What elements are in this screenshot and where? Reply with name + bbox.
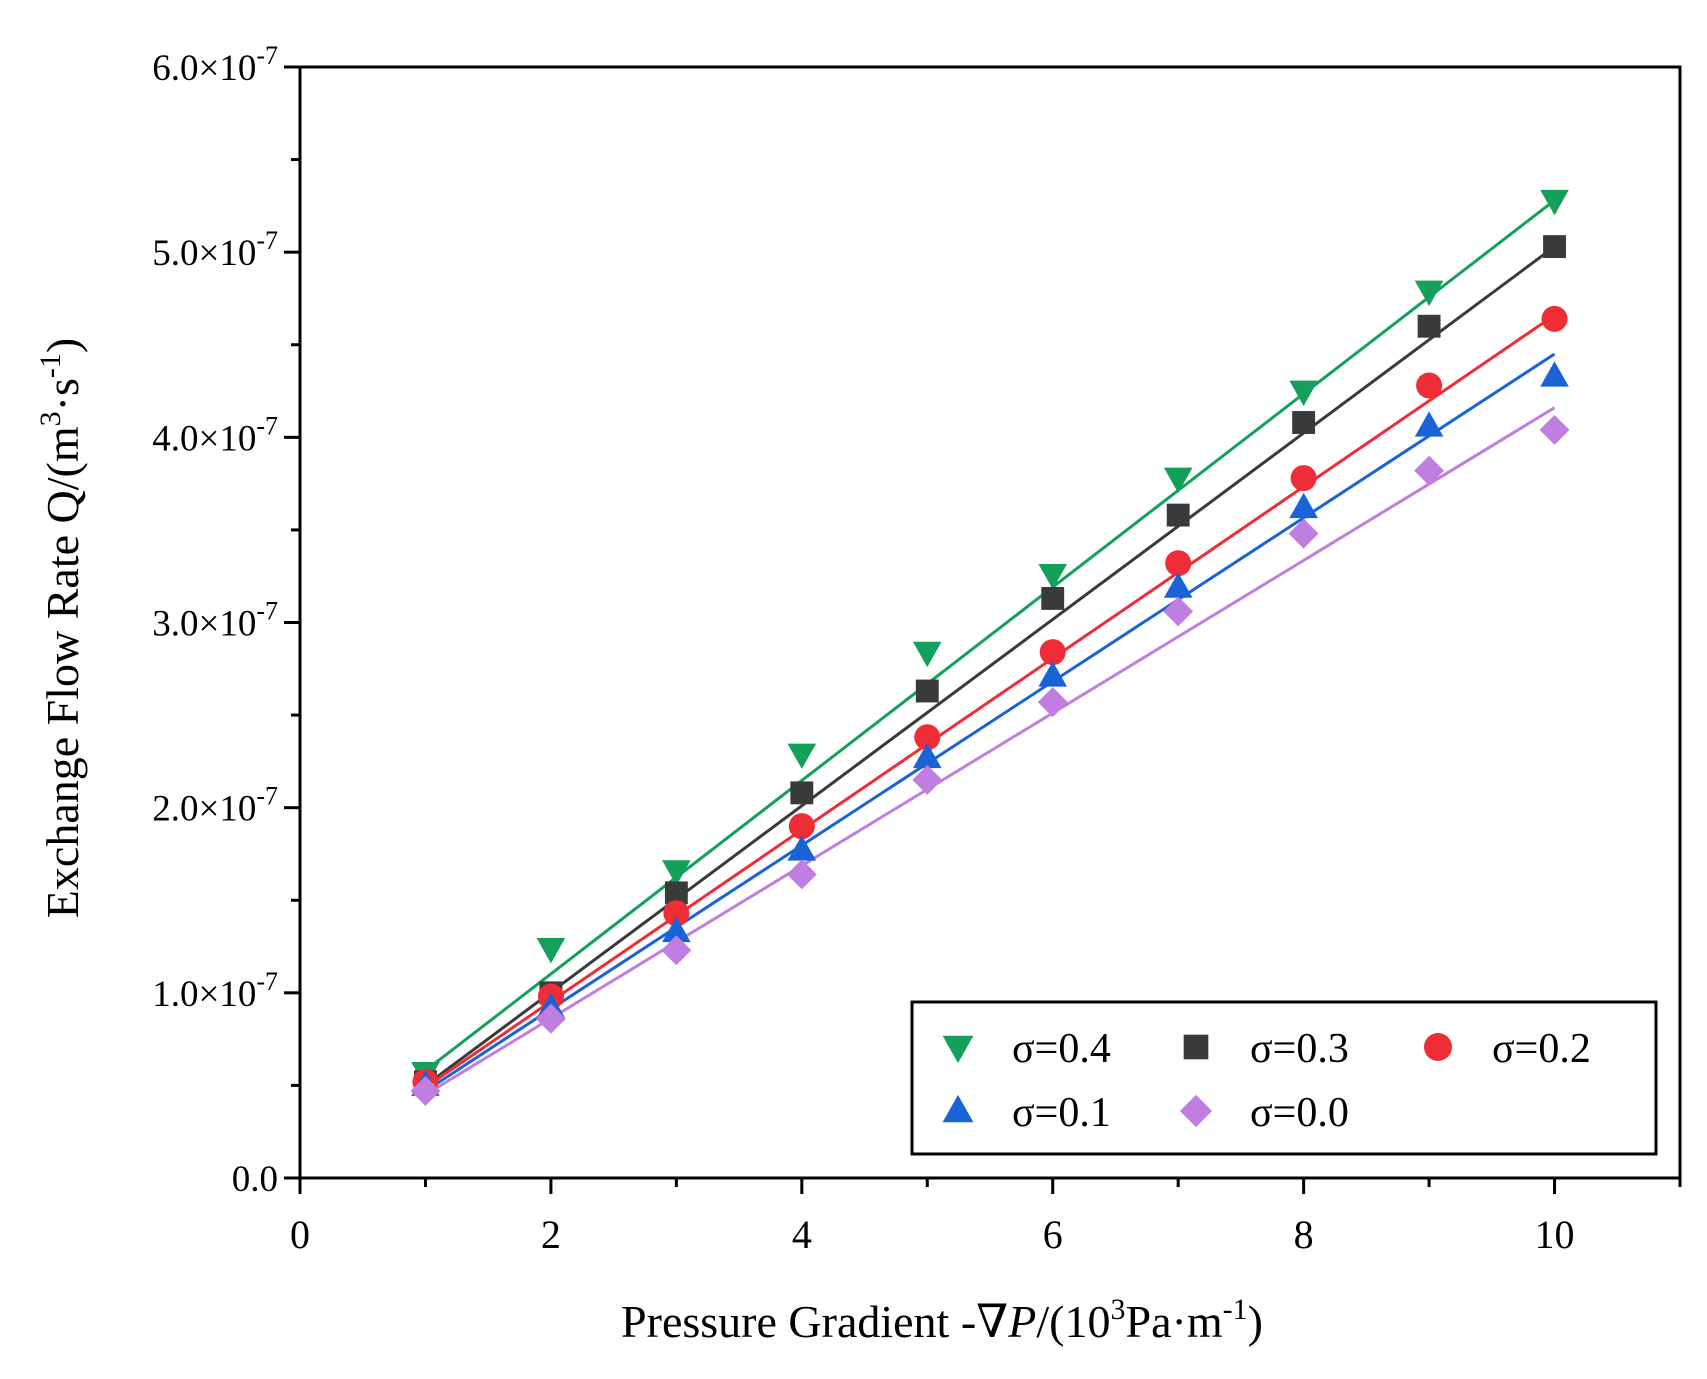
- legend-marker: [1424, 1033, 1452, 1061]
- fit-line-series-4: [424, 406, 1556, 1096]
- data-point-series-0: [1163, 467, 1193, 494]
- data-point-series-1: [1166, 503, 1190, 527]
- data-point-series-2: [1290, 465, 1317, 492]
- y-tick-label: 1.0×10-7: [152, 967, 278, 1015]
- y-tick-label: 0.0: [232, 1159, 278, 1200]
- data-point-series-1: [790, 781, 814, 805]
- x-tick-label: 4: [792, 1212, 812, 1257]
- y-axis: 0.0 1.0×10-7 2.0×10-7 3.0×10-7 4.0×10-7 5.0×1…: [152, 41, 300, 1200]
- legend-marker: [942, 1035, 974, 1064]
- data-point-series-0: [787, 743, 817, 769]
- legend-marker: [1183, 1034, 1209, 1060]
- data-point-series-4: [786, 859, 817, 890]
- data-point-series-2: [1039, 639, 1066, 666]
- data-point-series-3: [662, 916, 691, 943]
- data-markers: [410, 189, 1570, 1106]
- y-axis-title-prefix: Exchange Flow Rate Q/(m: [37, 426, 88, 918]
- data-point-series-3: [1414, 411, 1444, 437]
- x-tick-label: 10: [1535, 1212, 1575, 1257]
- legend-label: σ=0.0: [1250, 1090, 1349, 1136]
- legend-box: [910, 1000, 1658, 1156]
- data-point-series-2: [788, 813, 815, 840]
- fit-line-series-0: [424, 199, 1556, 1072]
- data-point-series-3: [1038, 661, 1068, 687]
- fit-lines: [424, 199, 1556, 1096]
- fit-line-series-1: [424, 245, 1556, 1087]
- legend-label: σ=0.1: [1012, 1090, 1111, 1136]
- fit-line-series-2: [424, 313, 1556, 1089]
- fit-line-series-3: [424, 352, 1556, 1093]
- data-point-series-0: [1289, 380, 1318, 406]
- data-point-series-4: [1414, 455, 1445, 486]
- legend: σ=0.4 σ=0.3 σ=0.2 σ=0.1 σ=0.0: [910, 1000, 1658, 1156]
- x-axis-title: Pressure Gradient -∇P/(103Pa·m-1): [621, 1293, 1263, 1347]
- legend-label: σ=0.2: [1492, 1026, 1591, 1072]
- data-point-series-3: [912, 742, 942, 769]
- y-axis-title: Exchange Flow Rate Q/(m3·s-1): [34, 338, 88, 918]
- x-axis-title-prefix: Pressure Gradient -∇: [621, 1296, 1008, 1347]
- legend-marker: [1179, 1094, 1213, 1128]
- data-point-series-0: [912, 641, 942, 668]
- data-point-series-0: [1038, 563, 1068, 590]
- y-tick-label: 4.0×10-7: [152, 411, 278, 459]
- x-tick-label: 8: [1294, 1212, 1314, 1257]
- data-point-series-0: [1540, 189, 1569, 216]
- data-point-series-4: [1539, 414, 1570, 445]
- data-point-series-1: [1041, 586, 1065, 610]
- legend-marker: [942, 1094, 974, 1123]
- y-tick-label: 3.0×10-7: [152, 597, 278, 645]
- x-axis-title-end: ): [1248, 1296, 1263, 1347]
- data-point-series-4: [1037, 687, 1068, 718]
- x-tick-label: 2: [541, 1212, 561, 1257]
- data-point-series-3: [787, 835, 817, 861]
- legend-label: σ=0.4: [1012, 1026, 1111, 1072]
- data-point-series-4: [535, 1003, 566, 1034]
- data-point-series-2: [1541, 305, 1568, 332]
- data-point-series-3: [1163, 572, 1193, 598]
- data-point-series-1: [664, 881, 688, 905]
- data-point-series-4: [1288, 518, 1319, 549]
- y-axis-title-sup: 3: [34, 411, 67, 426]
- x-axis-title-mid2: Pa·m: [1126, 1296, 1223, 1347]
- y-tick-label: 6.0×10-7: [152, 41, 278, 89]
- data-point-series-0: [1414, 280, 1444, 307]
- y-axis-title-sup2: -1: [34, 353, 67, 378]
- y-axis-title-end: ): [37, 338, 88, 353]
- data-point-series-1: [915, 679, 939, 703]
- data-point-series-4: [661, 935, 692, 966]
- x-axis-title-sup: 3: [1111, 1293, 1126, 1326]
- data-point-series-2: [663, 900, 690, 927]
- data-point-series-3: [1289, 492, 1318, 519]
- data-point-series-4: [1163, 596, 1194, 627]
- data-point-series-1: [1292, 411, 1316, 434]
- data-point-series-1: [1543, 235, 1566, 259]
- data-point-series-2: [914, 724, 941, 751]
- x-axis-title-mid: /(10: [1036, 1296, 1110, 1347]
- x-tick-label: 6: [1043, 1212, 1063, 1257]
- data-point-series-4: [912, 764, 943, 795]
- x-axis-title-sup2: -1: [1223, 1293, 1248, 1326]
- y-tick-label: 5.0×10-7: [152, 226, 278, 274]
- y-axis-title-mid: ·s: [37, 378, 88, 411]
- legend-label: σ=0.3: [1250, 1026, 1349, 1072]
- data-point-series-1: [1417, 314, 1441, 338]
- x-axis-title-var: P: [1007, 1296, 1036, 1347]
- data-point-series-2: [1165, 550, 1192, 577]
- data-point-series-4: [410, 1076, 441, 1106]
- data-point-series-3: [1540, 361, 1569, 387]
- x-axis: 0 2 4 6 8 10: [290, 1178, 1682, 1257]
- data-point-series-0: [536, 937, 566, 964]
- y-tick-label: 2.0×10-7: [152, 782, 278, 830]
- data-point-series-2: [1416, 372, 1443, 399]
- data-point-series-0: [662, 860, 691, 886]
- x-tick-label: 0: [290, 1212, 310, 1257]
